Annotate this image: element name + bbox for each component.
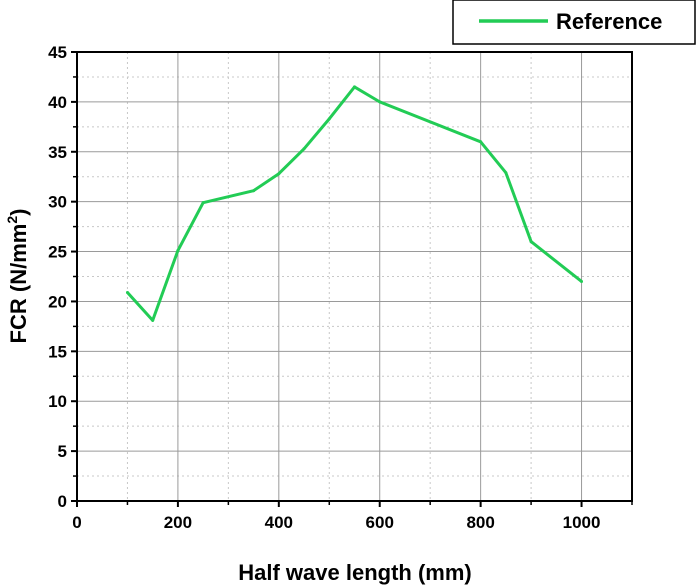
- y-axis-title-sup: 2: [4, 216, 20, 224]
- legend-label: Reference: [556, 9, 662, 34]
- y-axis-title-close: ): [6, 209, 31, 216]
- data-point: [504, 171, 508, 175]
- x-tick-label: 800: [466, 513, 494, 532]
- y-tick-label: 10: [48, 392, 67, 411]
- y-tick-label: 40: [48, 93, 67, 112]
- data-point: [201, 201, 205, 205]
- series-line-0: [126, 85, 583, 322]
- data-point: [529, 240, 533, 244]
- y-tick-label: 5: [58, 442, 67, 461]
- data-point: [353, 85, 356, 89]
- y-tick-label: 30: [48, 193, 67, 212]
- data-point: [252, 189, 256, 193]
- y-tick-label: 15: [48, 342, 67, 361]
- data-point: [302, 147, 306, 151]
- x-tick-label: 600: [366, 513, 394, 532]
- data-point: [580, 279, 584, 283]
- y-tick-label: 0: [58, 492, 67, 511]
- data-point: [151, 318, 155, 322]
- x-tick-label: 200: [164, 513, 192, 532]
- y-tick-label: 20: [48, 292, 67, 311]
- data-point: [479, 140, 483, 144]
- series-layer: [125, 85, 584, 322]
- x-tick-label: 0: [72, 513, 81, 532]
- data-point: [125, 290, 129, 294]
- x-tick-label: 1000: [563, 513, 601, 532]
- grid: [77, 52, 632, 501]
- y-axis-title: FCR (N/mm2): [4, 209, 31, 344]
- y-tick-label: 35: [48, 143, 67, 162]
- data-point: [176, 249, 180, 253]
- ticks: 0 200 400 600 800 1000 0 5 10 15 20 25 30 35 40 45: [48, 43, 633, 532]
- x-tick-label: 400: [265, 513, 293, 532]
- y-axis-title-main: FCR (N/mm: [6, 224, 31, 344]
- data-point: [327, 117, 331, 121]
- data-point: [378, 100, 382, 104]
- legend: Reference: [452, 0, 696, 45]
- y-tick-label: 25: [48, 243, 67, 262]
- plot-frame: [76, 51, 633, 502]
- data-point: [277, 172, 281, 176]
- y-tick-label: 45: [48, 43, 67, 62]
- x-axis-title: Half wave length (mm): [238, 560, 471, 585]
